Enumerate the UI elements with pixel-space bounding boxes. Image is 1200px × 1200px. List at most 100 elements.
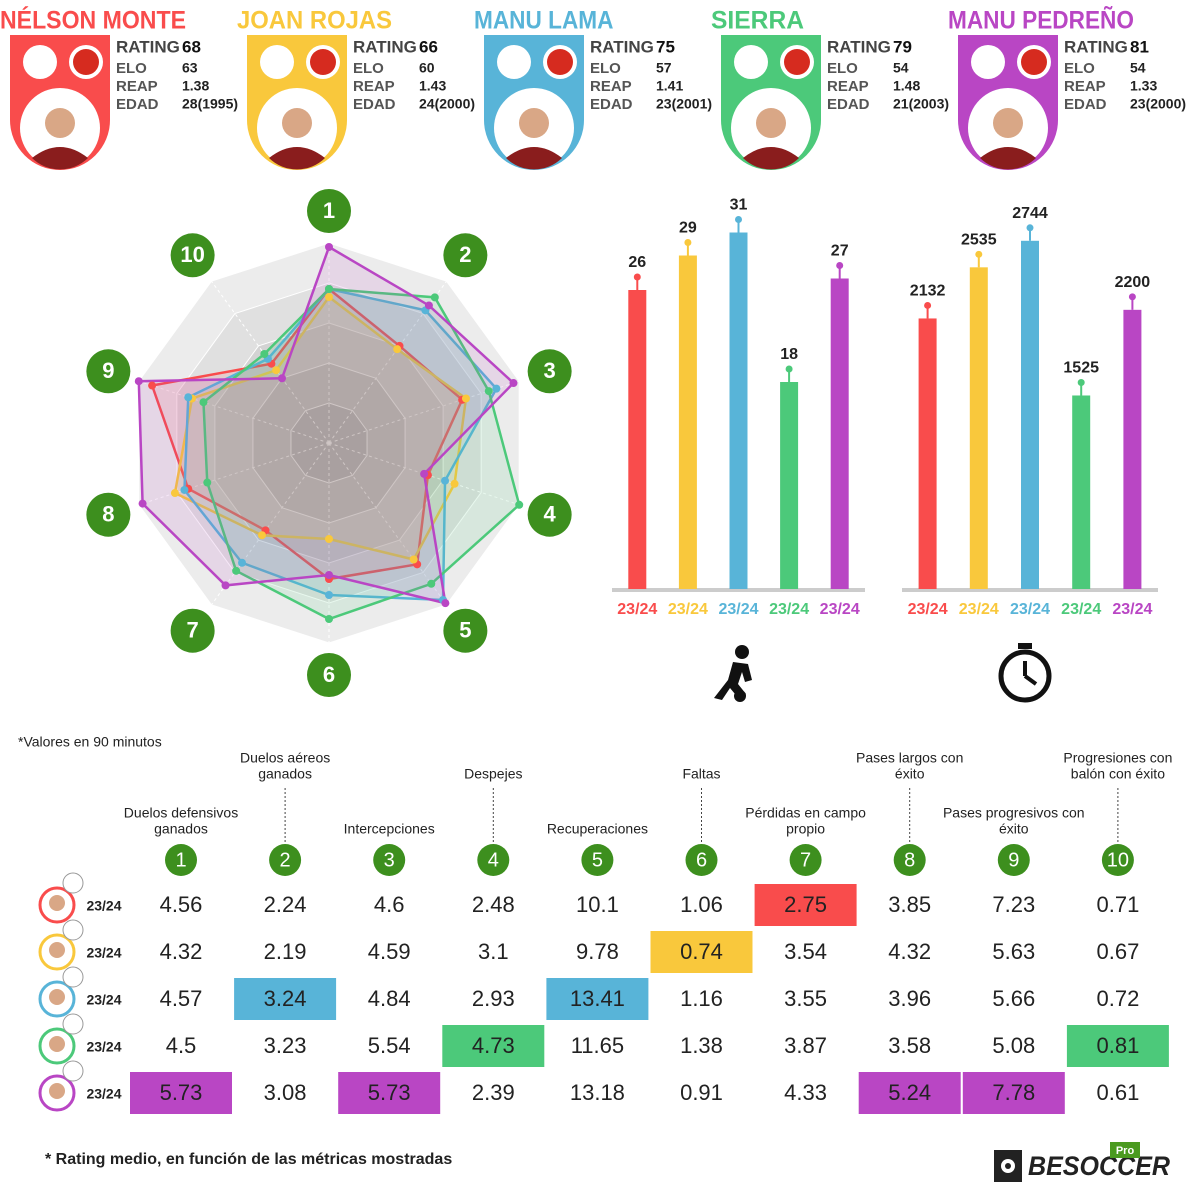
- stopwatch-icon: [998, 643, 1052, 703]
- row-badge: [62, 966, 84, 988]
- column-name: Intercepciones: [344, 821, 435, 837]
- column-badge: [165, 844, 197, 876]
- radar-point: [509, 379, 518, 388]
- stat-value: 24(2000): [419, 96, 475, 112]
- column-badge: [373, 844, 406, 876]
- radar-point: [203, 478, 212, 487]
- bar: [918, 318, 937, 589]
- table-cell: 13.41: [570, 986, 625, 1011]
- bar: [1123, 309, 1142, 589]
- row-avatar-face: [49, 942, 65, 958]
- table-cell: 4.84: [368, 986, 411, 1011]
- stat-label: REAP: [1064, 78, 1106, 95]
- club-badge: [734, 45, 768, 79]
- table-cell: 13.18: [570, 1080, 625, 1105]
- radar-point: [238, 558, 247, 567]
- stat-value: 1.38: [182, 78, 209, 94]
- table-cell: 1.38: [680, 1033, 723, 1058]
- club-badge: [23, 45, 57, 79]
- x-tick-label: 23/24: [1112, 601, 1152, 618]
- season-label: 23/24: [86, 898, 121, 914]
- radar-point: [325, 293, 333, 301]
- row-badge: [62, 1060, 84, 1082]
- radar-point: [424, 301, 433, 310]
- photo-face: [993, 108, 1023, 138]
- radar-point: [461, 394, 470, 403]
- season-label: 23/24: [86, 945, 121, 961]
- player-name: MANU LAMA: [474, 7, 614, 35]
- table-cell: 4.32: [160, 939, 203, 964]
- table-cell: 2.75: [784, 892, 827, 917]
- table-cell: 1.16: [680, 986, 723, 1011]
- bar: [628, 290, 647, 589]
- rating-value: 68: [182, 37, 201, 56]
- axis-badge: [527, 349, 572, 394]
- axis-label: 2: [459, 242, 471, 267]
- column-number: 4: [488, 849, 499, 871]
- axis-badge: [170, 608, 215, 653]
- value-label: 2132: [910, 283, 946, 300]
- club-badge: [971, 45, 1005, 79]
- icon-part: [1023, 674, 1038, 686]
- stat-label: REAP: [353, 78, 395, 95]
- stat-label: REAP: [827, 78, 869, 95]
- photo-shirt: [743, 147, 799, 170]
- highlight-cell: [858, 1072, 961, 1114]
- axis-badge: [307, 189, 351, 233]
- highlight-cell: [962, 1072, 1065, 1114]
- radar-point: [199, 398, 208, 407]
- stat-value: 60: [419, 60, 435, 76]
- value-label: 18: [780, 346, 798, 363]
- table-cell: 4.5: [166, 1033, 197, 1058]
- axis-badge: [170, 233, 215, 278]
- column-name: ganados: [154, 821, 208, 837]
- column-badge: [477, 844, 510, 876]
- season-label: 23/24: [86, 1086, 121, 1102]
- radar-point: [184, 393, 193, 402]
- column-name: propio: [786, 821, 825, 837]
- row-avatar-face: [49, 989, 65, 1005]
- table-cell: 2.24: [264, 892, 307, 917]
- x-tick-label: 23/24: [668, 601, 708, 618]
- rating-value: 75: [656, 37, 675, 56]
- radar-point: [450, 479, 459, 488]
- icon-part: [998, 649, 1052, 703]
- axis-label: 3: [544, 358, 556, 383]
- table-cell: 2.93: [472, 986, 515, 1011]
- axis-badge: [86, 349, 131, 394]
- x-tick-label: 23/24: [1061, 601, 1101, 618]
- table-cell: 0.71: [1096, 892, 1139, 917]
- column-name: Duelos aéreos: [240, 750, 330, 766]
- stat-value: 1.41: [656, 78, 683, 94]
- column-badge: [1101, 844, 1134, 876]
- row-avatar-face: [49, 1083, 65, 1099]
- table-cell: 0.74: [680, 939, 723, 964]
- highlight-cell: [338, 1072, 441, 1114]
- column-name: Pases largos con: [856, 750, 963, 766]
- column-number: 9: [1008, 849, 1019, 871]
- table-cell: 5.08: [992, 1033, 1035, 1058]
- flag-inner: [784, 49, 810, 75]
- row-avatar-face: [49, 895, 65, 911]
- season-label: 23/24: [86, 992, 121, 1008]
- table-cell: 4.32: [888, 939, 931, 964]
- stat-value: 54: [893, 60, 909, 76]
- table-cell: 0.91: [680, 1080, 723, 1105]
- axis-badge: [86, 492, 131, 537]
- icon-part: [734, 690, 746, 702]
- column-badge: [581, 844, 614, 876]
- stat-value: 63: [182, 60, 198, 76]
- stat-value: 1.33: [1130, 78, 1157, 94]
- radar-point: [441, 476, 450, 485]
- column-number: 6: [696, 849, 707, 871]
- row-badge: [62, 1013, 84, 1035]
- bar-dot: [1026, 224, 1034, 232]
- column-name: balón con éxito: [1071, 766, 1165, 782]
- table-cell: 3.87: [784, 1033, 827, 1058]
- bar: [969, 267, 988, 589]
- bar-dot: [1128, 293, 1136, 301]
- bar-dot: [785, 365, 793, 373]
- row-avatar-face: [49, 1036, 65, 1052]
- column-name: éxito: [895, 766, 925, 782]
